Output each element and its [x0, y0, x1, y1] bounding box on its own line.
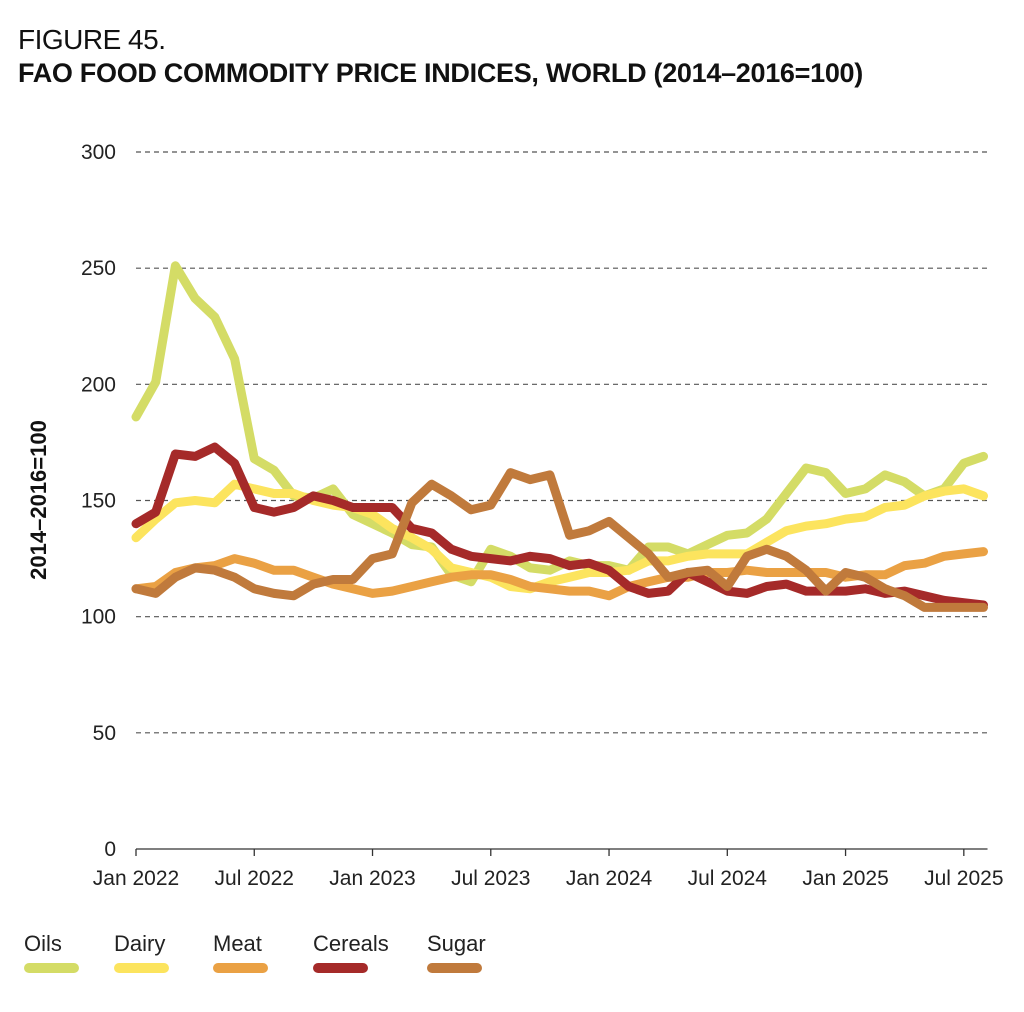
x-tick-label: Jul 2023	[451, 867, 530, 890]
legend-label-meat: Meat	[213, 931, 262, 956]
y-tick-label: 100	[81, 606, 116, 629]
legend-label-cereals: Cereals	[313, 931, 389, 956]
legend-label-dairy: Dairy	[114, 931, 165, 956]
y-tick-label: 250	[81, 257, 116, 280]
legend-label-oils: Oils	[24, 931, 62, 956]
chart-title: FAO FOOD COMMODITY PRICE INDICES, WORLD …	[18, 58, 863, 88]
series-line-oils	[131, 261, 988, 587]
legend-label-sugar: Sugar	[427, 931, 486, 956]
y-tick-label: 200	[81, 373, 116, 396]
y-tick-label: 150	[81, 490, 116, 513]
x-tick-label: Jan 2025	[802, 867, 888, 890]
x-tick-label: Jul 2025	[924, 867, 1003, 890]
x-tick-label: Jul 2022	[215, 867, 294, 890]
figure-label: FIGURE 45.	[18, 24, 166, 55]
x-tick-label: Jan 2022	[93, 867, 179, 890]
x-tick-label: Jul 2024	[688, 867, 768, 890]
y-tick-label: 0	[104, 838, 116, 861]
y-axis-label: 2014–2016=100	[26, 420, 51, 580]
series-line-sugar	[131, 468, 988, 612]
series-line-cereals	[131, 442, 988, 610]
x-tick-label: Jan 2024	[566, 867, 653, 890]
series-line-dairy	[131, 479, 988, 594]
y-tick-label: 300	[81, 141, 116, 164]
x-tick-label: Jan 2023	[329, 867, 415, 890]
y-tick-label: 50	[93, 722, 116, 745]
